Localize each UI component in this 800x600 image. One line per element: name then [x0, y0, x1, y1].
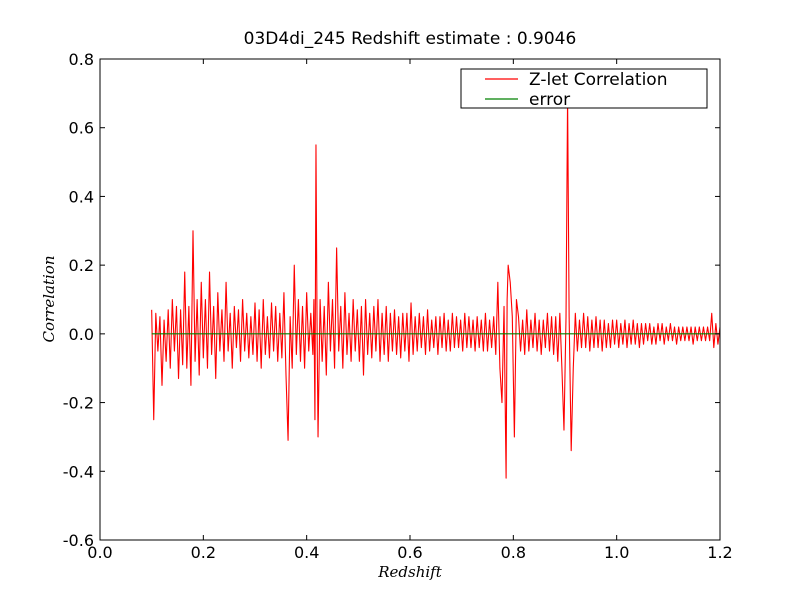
- y-tick-label: 0.6: [69, 119, 94, 138]
- y-axis-label: Correlation: [40, 256, 58, 343]
- x-tick-label: 0.6: [397, 543, 422, 562]
- y-axis: 0.8 0.6 0.4 0.2 0.0 -0.2 -0.4 -0.6: [63, 50, 720, 550]
- y-tick-label: 0.0: [69, 325, 94, 344]
- legend-label-error: error: [529, 90, 570, 110]
- legend: Z-let Correlation error: [460, 68, 708, 110]
- x-tick-label: 0.8: [501, 543, 526, 562]
- x-tick-label: 0.0: [87, 543, 112, 562]
- series-line-z-let-correlation: [151, 96, 721, 479]
- legend-frame: [460, 68, 708, 109]
- chart-title: 03D4di_245 Redshift estimate : 0.9046: [244, 29, 577, 49]
- x-tick-label: 0.4: [294, 543, 319, 562]
- x-axis: 0.0 0.2 0.4 0.6 0.8 1.0 1.2: [87, 59, 733, 562]
- y-tick-label: 0.8: [69, 50, 94, 69]
- y-tick-label: -0.2: [63, 394, 94, 413]
- y-tick-label: -0.4: [63, 462, 94, 481]
- legend-label-z-let-correlation: Z-let Correlation: [529, 70, 667, 90]
- x-axis-label: Redshift: [377, 563, 442, 581]
- y-tick-label: 0.2: [69, 256, 94, 275]
- y-tick-label: 0.4: [69, 187, 94, 206]
- x-tick-label: 0.2: [191, 543, 216, 562]
- y-tick-label: -0.6: [63, 531, 94, 550]
- x-tick-label: 1.2: [707, 543, 732, 562]
- x-tick-label: 1.0: [604, 543, 629, 562]
